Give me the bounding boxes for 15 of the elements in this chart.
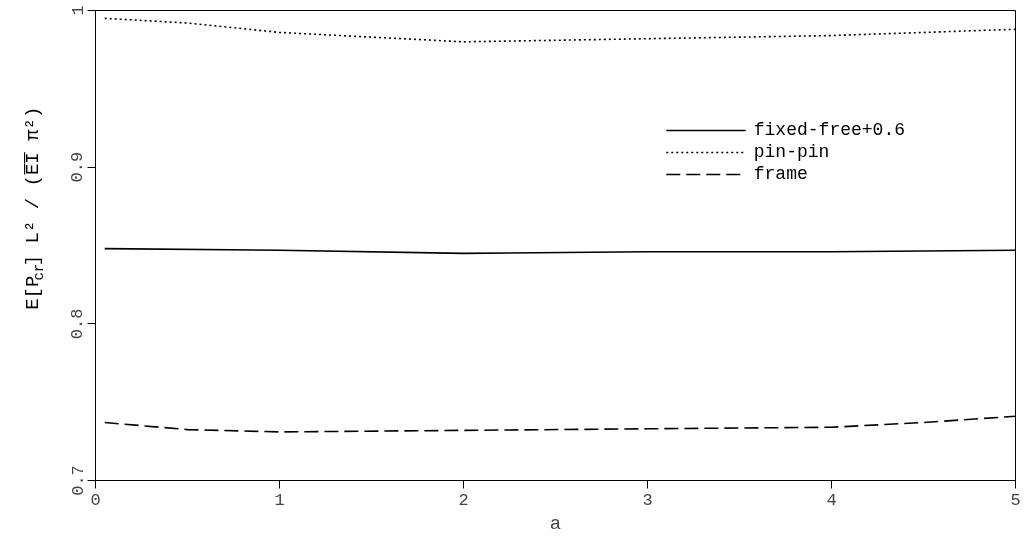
x-tick-label: 3 [642, 490, 653, 510]
x-axis-title: a [549, 512, 562, 535]
y-tick-label: 0.7 [68, 465, 88, 496]
y-tick-label: 0.8 [68, 308, 88, 340]
legend-label: frame [753, 164, 808, 184]
x-tick-label: 0 [90, 490, 101, 510]
y-tick-label: 0.9 [68, 151, 88, 183]
legend-label: pin-pin [753, 142, 830, 162]
x-tick-label: 2 [458, 490, 469, 510]
y-tick-label: 1 [68, 5, 88, 16]
x-tick-label: 5 [1010, 490, 1021, 510]
legend-label: fixed-free+0.6 [753, 120, 905, 140]
line-series [103, 415, 1016, 433]
x-tick-label: 4 [826, 490, 837, 510]
x-tick-label: 1 [274, 490, 285, 510]
